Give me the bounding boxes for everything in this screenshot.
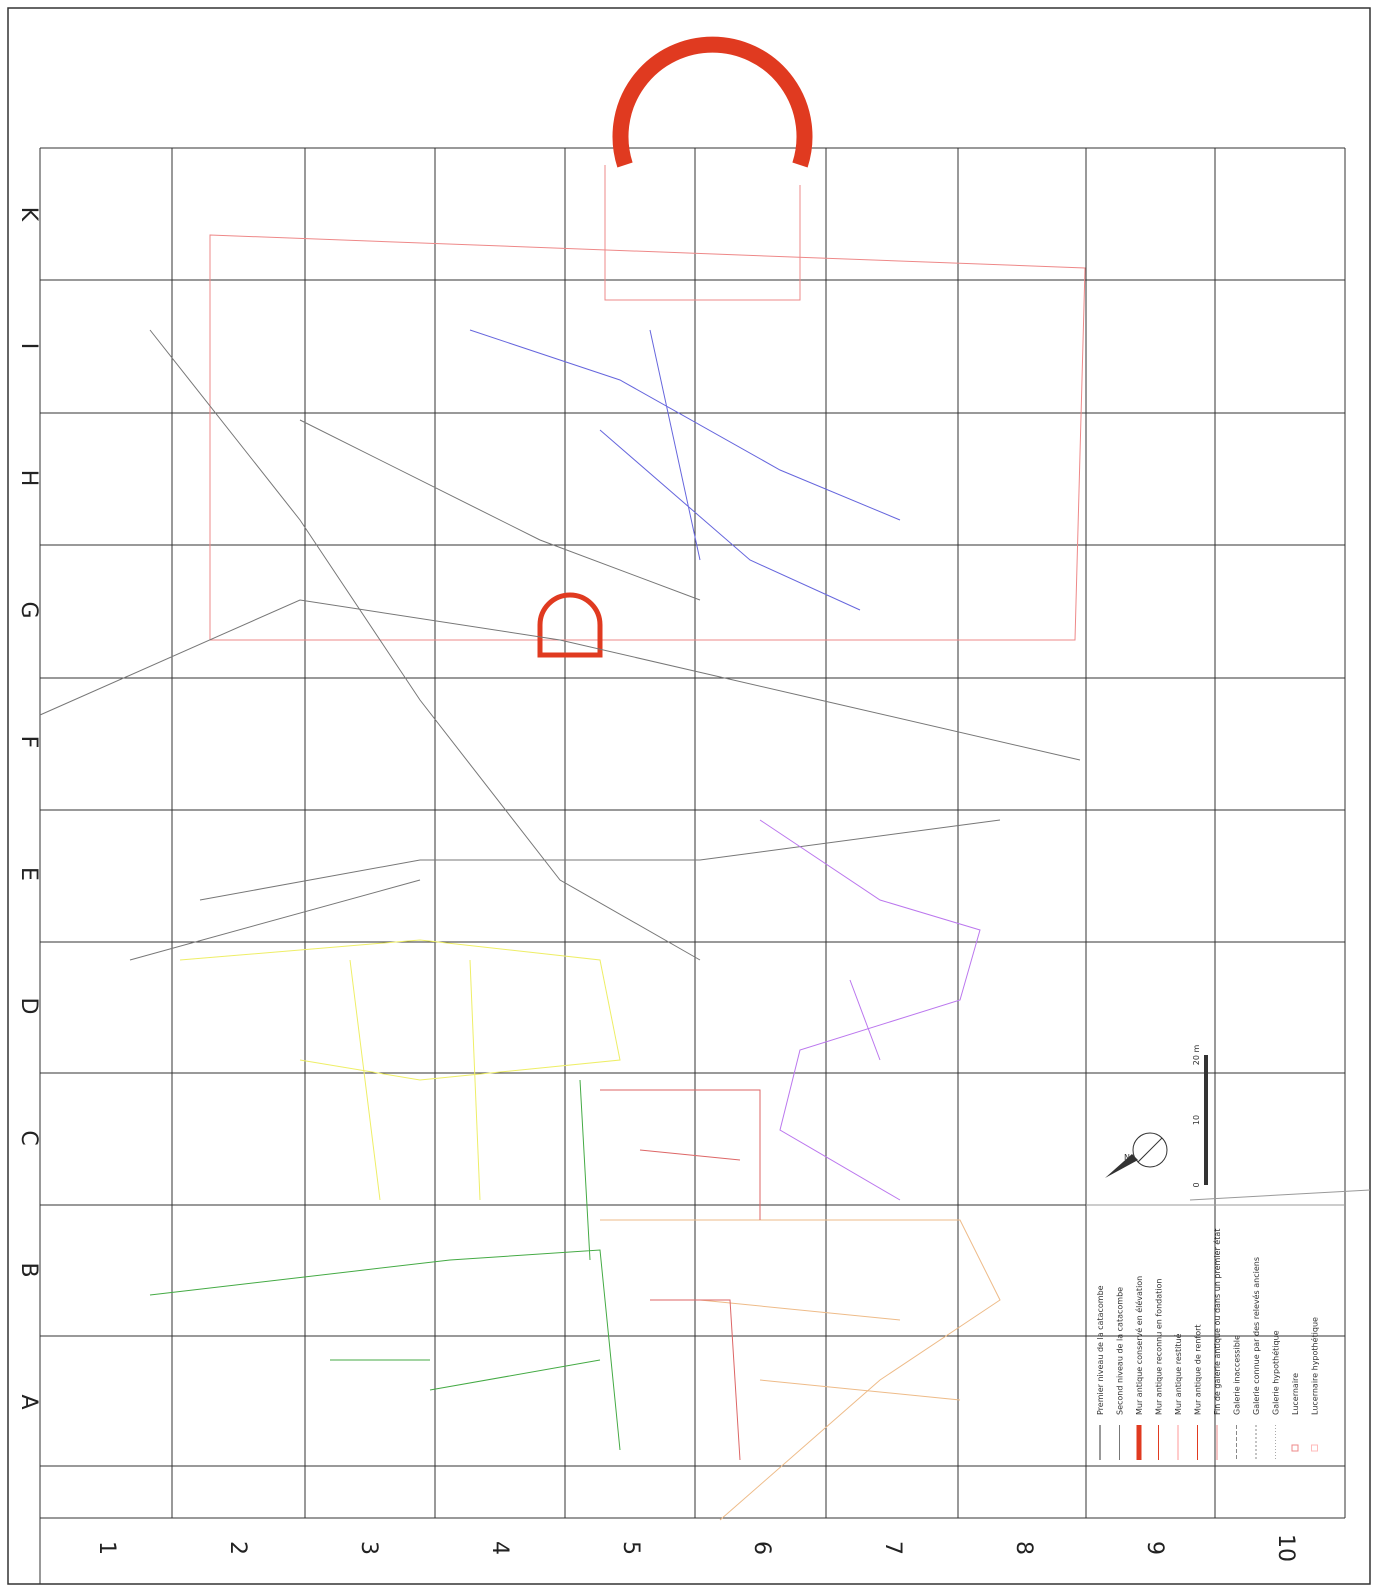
legend-text: Mur antique de renfort [1194, 1324, 1203, 1415]
row-label: K [16, 207, 41, 222]
legend-text: Galerie inaccessible [1233, 1335, 1242, 1415]
compass-axis [1137, 1137, 1163, 1163]
scale-label: 10 [1192, 1115, 1201, 1125]
row-label: I [16, 343, 41, 350]
compass [1132, 1132, 1168, 1168]
gallery [179, 939, 621, 1201]
legend-text: Second niveau de la catacombe [1116, 1287, 1125, 1415]
compass-label: N [1124, 1153, 1130, 1162]
row-label: E [16, 867, 41, 881]
legend-text: Lucernaire hypothétique [1310, 1317, 1320, 1415]
wall-outline [209, 234, 1086, 641]
row-label: A [16, 1394, 41, 1409]
gallery [600, 1089, 761, 1461]
divider [1189, 1189, 1371, 1201]
column-label: 9 [1142, 1541, 1167, 1555]
grid [39, 147, 1346, 1584]
row-label: G [16, 601, 41, 618]
frame [7, 7, 1371, 1585]
legend-text: Mur antique restitué [1173, 1333, 1183, 1415]
gallery [39, 329, 1081, 961]
gallery [149, 1079, 621, 1451]
column-label: 8 [1011, 1541, 1036, 1555]
compass-arrow [1105, 1154, 1138, 1178]
column-label: 10 [1273, 1534, 1298, 1562]
legend-swatch [1311, 1444, 1318, 1452]
row-label: C [16, 1130, 41, 1145]
column-label: 1 [94, 1541, 119, 1555]
rotunda [612, 36, 813, 168]
legend-swatch [1291, 1444, 1299, 1452]
gallery [600, 1219, 1001, 1521]
galleries [39, 36, 1086, 1521]
gallery [469, 329, 901, 611]
gallery [759, 819, 981, 1201]
column-label: 3 [356, 1541, 381, 1555]
row-label: F [16, 736, 41, 749]
wall-outline [604, 165, 801, 301]
legend-text: Mur antique conservé en élévation [1134, 1276, 1144, 1415]
column-label: 5 [618, 1541, 643, 1555]
legend-text: Mur antique reconnu en fondation [1155, 1279, 1164, 1415]
legend-text: Galerie connue par des relevés anciens [1251, 1257, 1261, 1415]
column-label: 7 [880, 1541, 905, 1555]
legend-text: Lucernaire [1291, 1373, 1300, 1415]
column-label: 2 [225, 1541, 250, 1555]
legend-text: Galerie hypothétique [1271, 1330, 1281, 1415]
scale-label: 20 m [1192, 1045, 1201, 1066]
row-label: B [16, 1262, 41, 1277]
row-label: D [16, 998, 41, 1015]
scale-label: 0 [1192, 1182, 1201, 1187]
row-label: H [16, 470, 41, 487]
column-label: 4 [487, 1541, 512, 1555]
apse [537, 592, 603, 658]
column-label: 6 [749, 1541, 774, 1555]
legend: Premier niveau de la catacombe Second niv… [1086, 1204, 1345, 1460]
scale-bar [1204, 1055, 1208, 1185]
legend-text: Fin de galerie antique ou dans un premie… [1212, 1229, 1222, 1415]
legend-text: Premier niveau de la catacombe [1096, 1285, 1105, 1415]
